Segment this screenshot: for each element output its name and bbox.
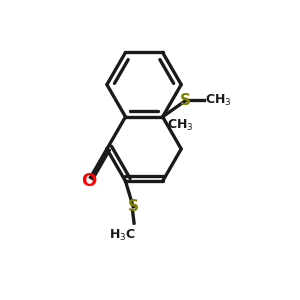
Text: O: O (81, 172, 96, 190)
Text: H$_3$C: H$_3$C (109, 228, 136, 243)
Text: S: S (128, 199, 139, 214)
Text: S: S (180, 93, 191, 108)
Text: CH$_3$: CH$_3$ (206, 93, 232, 108)
Text: CH$_3$: CH$_3$ (167, 118, 194, 134)
